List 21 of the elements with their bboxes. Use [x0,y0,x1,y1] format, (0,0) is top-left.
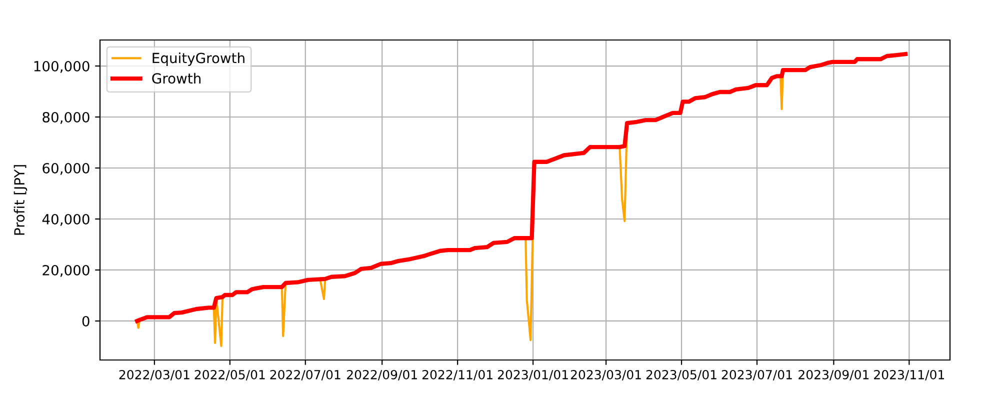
x-tick-label: 2022/07/01 [270,370,340,380]
x-tick-label: 2023/09/01 [798,370,869,380]
line-series [135,52,908,324]
x-tick-label: 2022/11/01 [422,370,492,380]
y-tick-label: 80,000 [42,112,90,124]
y-axis-title: Profit [JPY] [14,165,28,235]
x-tick-label: 2022/05/01 [194,370,265,380]
legend-label: Growth [152,72,200,84]
y-tick-label: 20,000 [42,264,90,277]
x-tick-label: 2023/01/01 [498,370,568,380]
x-tick-label: 2023/11/01 [874,370,944,380]
y-tick-label: 40,000 [42,214,90,226]
y-tick-label: 60,000 [42,162,90,175]
x-tick-label: 2023/03/01 [570,370,641,380]
y-tick-label: 100,000 [34,60,90,73]
legend-label: EquityGrowth [152,52,244,66]
x-tick-label: 2022/03/01 [119,370,190,380]
x-tick-label: 2023/07/01 [722,370,792,380]
y-tick-label: 0 [82,316,90,326]
x-tick-label: 2023/05/01 [646,370,716,380]
x-tick-label: 2022/09/01 [346,370,417,380]
